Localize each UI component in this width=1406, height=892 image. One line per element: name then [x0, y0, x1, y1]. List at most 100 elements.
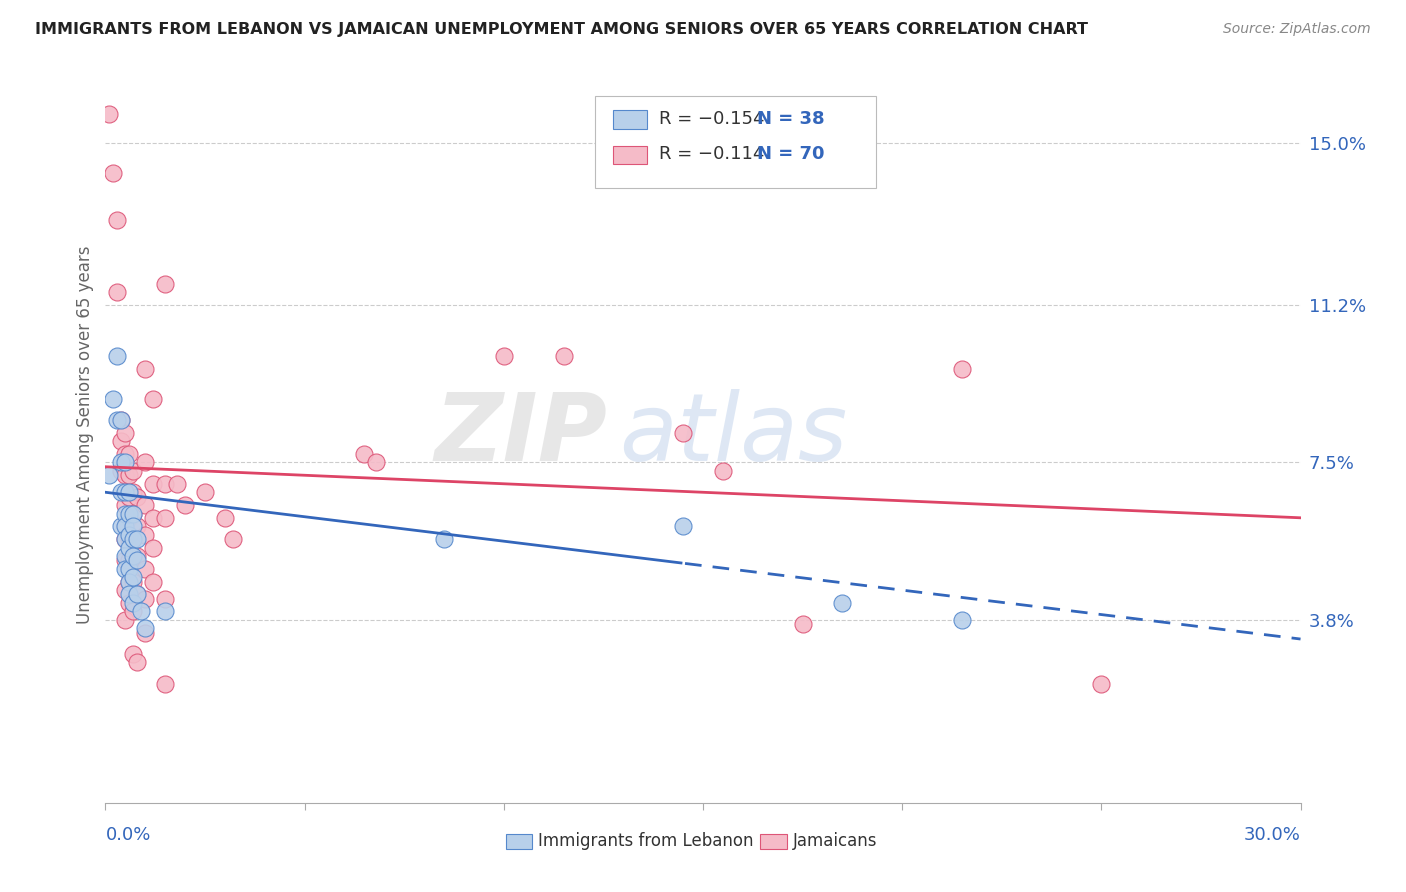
Point: [118, 596, 141, 610]
Point: [110, 485, 132, 500]
Point: [103, 166, 125, 180]
Point: [122, 647, 145, 661]
Point: [107, 285, 129, 300]
Point: [118, 528, 141, 542]
Point: [114, 468, 136, 483]
Text: N = 38: N = 38: [756, 110, 824, 128]
Point: [153, 676, 177, 690]
Point: [118, 490, 141, 504]
Point: [134, 528, 156, 542]
Point: [433, 532, 456, 546]
Point: [194, 485, 217, 500]
Point: [114, 613, 136, 627]
Point: [122, 604, 145, 618]
Point: [174, 498, 197, 512]
Point: [1090, 676, 1112, 690]
Point: [127, 656, 149, 670]
Point: [114, 485, 136, 500]
Point: [127, 587, 149, 601]
Point: [553, 349, 575, 363]
Point: [110, 413, 132, 427]
Point: [118, 532, 141, 546]
Bar: [613, 145, 647, 164]
FancyBboxPatch shape: [596, 96, 876, 188]
Point: [134, 625, 156, 640]
Y-axis label: Unemployment Among Seniors over 65 years: Unemployment Among Seniors over 65 years: [76, 245, 94, 624]
Text: Immigrants from Lebanon: Immigrants from Lebanon: [538, 832, 754, 850]
Point: [107, 413, 129, 427]
Point: [214, 510, 236, 524]
Point: [114, 447, 136, 461]
Point: [142, 510, 165, 524]
Point: [950, 613, 973, 627]
Point: [153, 476, 177, 491]
Point: [122, 574, 145, 589]
Point: [122, 464, 145, 478]
Point: [127, 553, 149, 567]
Point: [114, 583, 136, 598]
Point: [134, 591, 156, 606]
Text: 30.0%: 30.0%: [1244, 826, 1301, 845]
Text: ZIP: ZIP: [434, 389, 607, 481]
Point: [114, 562, 136, 576]
Text: atlas: atlas: [619, 389, 848, 481]
Point: [114, 519, 136, 533]
Point: [142, 392, 165, 406]
Point: [118, 447, 141, 461]
Text: R = −0.154: R = −0.154: [659, 110, 765, 128]
Point: [114, 498, 136, 512]
Point: [127, 587, 149, 601]
Point: [134, 621, 156, 635]
Point: [134, 362, 156, 376]
Point: [118, 574, 141, 589]
Point: [114, 425, 136, 440]
Point: [672, 425, 695, 440]
Point: [166, 476, 188, 491]
Point: [153, 604, 177, 618]
Point: [122, 532, 145, 546]
Point: [118, 485, 141, 500]
Point: [492, 349, 515, 363]
Bar: [506, 834, 531, 849]
Point: [222, 532, 245, 546]
Point: [142, 574, 165, 589]
Point: [114, 553, 136, 567]
Text: N = 70: N = 70: [756, 145, 824, 163]
Point: [142, 476, 165, 491]
Point: [118, 468, 141, 483]
Point: [831, 596, 853, 610]
Text: IMMIGRANTS FROM LEBANON VS JAMAICAN UNEMPLOYMENT AMONG SENIORS OVER 65 YEARS COR: IMMIGRANTS FROM LEBANON VS JAMAICAN UNEM…: [35, 22, 1088, 37]
Bar: [761, 834, 787, 849]
Point: [134, 562, 156, 576]
Text: Jamaicans: Jamaicans: [793, 832, 877, 850]
Point: [134, 455, 156, 469]
Point: [110, 464, 132, 478]
Point: [114, 507, 136, 521]
Point: [127, 490, 149, 504]
Point: [792, 617, 814, 632]
Point: [110, 455, 132, 469]
Point: [110, 434, 132, 449]
Point: [107, 349, 129, 363]
Point: [110, 519, 132, 533]
Point: [122, 485, 145, 500]
Point: [114, 549, 136, 563]
Point: [353, 447, 375, 461]
Point: [118, 587, 141, 601]
Text: Source: ZipAtlas.com: Source: ZipAtlas.com: [1223, 22, 1371, 37]
Point: [118, 541, 141, 555]
Point: [122, 596, 145, 610]
Point: [366, 455, 388, 469]
Point: [98, 106, 121, 120]
Point: [127, 519, 149, 533]
Point: [153, 591, 177, 606]
Point: [114, 455, 136, 469]
Point: [114, 519, 136, 533]
Point: [129, 604, 153, 618]
Point: [118, 553, 141, 567]
Point: [122, 553, 145, 567]
Bar: [613, 111, 647, 128]
Point: [153, 510, 177, 524]
Point: [118, 507, 141, 521]
Point: [711, 464, 734, 478]
